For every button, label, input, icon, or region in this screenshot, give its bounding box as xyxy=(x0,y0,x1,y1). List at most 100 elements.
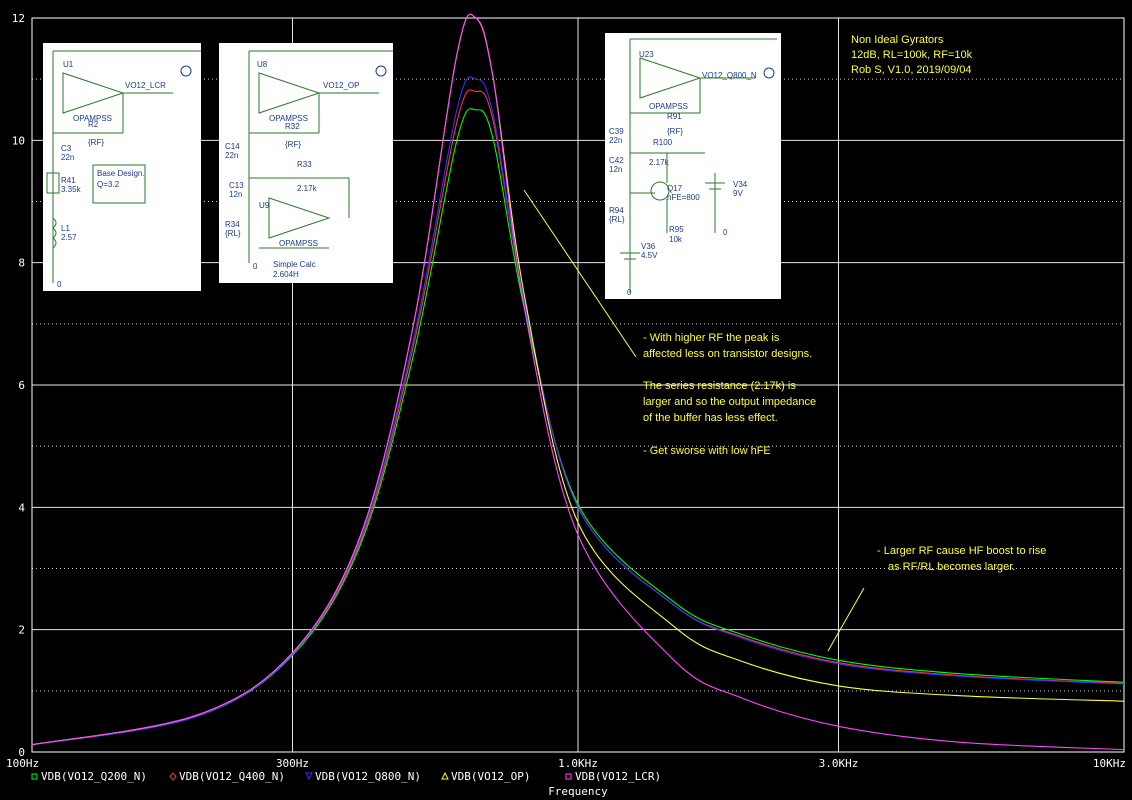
schem1-label-0: U1 xyxy=(63,60,74,69)
schem1-label-8: 3.35k xyxy=(61,185,82,194)
schem2-note-2: 2.604H xyxy=(273,270,299,279)
y-tick-label: 10 xyxy=(12,134,25,147)
chart-title: Non Ideal Gyrators xyxy=(851,34,944,46)
x-tick-label: 10KHz xyxy=(1093,757,1126,770)
schem1-label-4: {RF} xyxy=(88,138,104,147)
series-line-2 xyxy=(31,76,1125,746)
schem1-label-1: VO12_LCR xyxy=(125,81,166,90)
chart-subtitle: 12dB, RL=100k, RF=10k xyxy=(851,49,973,61)
schem1-label-2: OPAMPSS xyxy=(73,114,112,123)
axis-ticks: 0 2 4 6 8 10 12 100Hz 300Hz 1.0KHz 3.0KHz 10KHz xyxy=(6,12,1126,770)
y-tick-label: 2 xyxy=(18,624,25,637)
annotation-line-8: as RF/RL becomes larger. xyxy=(888,561,1015,573)
y-tick-label: 0 xyxy=(18,746,25,759)
schem3-label-4: {RF} xyxy=(667,127,683,136)
schem1-label-9: L1 xyxy=(61,224,70,233)
schem2-label-11: U9 xyxy=(259,201,270,210)
schem2-label-3: R32 xyxy=(285,122,300,131)
schem2-label-6: 22n xyxy=(225,151,238,160)
x-tick-label: 1.0KHz xyxy=(558,757,598,770)
legend-marker-2 xyxy=(305,772,313,781)
annotation-line-2: affected less on transistor designs. xyxy=(643,348,812,360)
schem2-label-2: OPAMPSS xyxy=(269,114,308,123)
schem3-label-17: R95 xyxy=(669,225,684,234)
schem2-label-5: C14 xyxy=(225,142,240,151)
schem3-label-6: 22n xyxy=(609,136,622,145)
schematic-panel xyxy=(219,43,393,283)
schem3-label-19: V36 xyxy=(641,242,656,251)
schem3-label-12: hFE=800 xyxy=(667,193,700,202)
x-tick-label: 3.0KHz xyxy=(819,757,859,770)
y-tick-label: 6 xyxy=(18,379,25,392)
schem1-label-3: R2 xyxy=(88,120,99,129)
series-line-0 xyxy=(31,108,1125,746)
x-tick-label: 100Hz xyxy=(6,757,39,770)
schem2-label-0: U8 xyxy=(257,60,268,69)
schem3-label-22: 0 xyxy=(723,228,728,237)
schem3-label-15: R94 xyxy=(609,206,624,215)
series-lines xyxy=(31,13,1125,751)
y-tick-label: 8 xyxy=(18,257,25,270)
schem3-label-7: R100 xyxy=(653,138,673,147)
schem3-label-16: {RL} xyxy=(609,215,625,224)
schem2-label-13: {RL} xyxy=(225,229,241,238)
schem2-label-14: OPAMPSS xyxy=(279,239,318,248)
schem3-label-13: V34 xyxy=(733,180,748,189)
schematic-inset-base-design: U1 VO12_LCR OPAMPSS R2 {RF} C3 22n R41 3… xyxy=(43,43,201,291)
schem3-label-5: C39 xyxy=(609,127,624,136)
legend-marker-0 xyxy=(31,773,38,780)
annotation-pointer-hf xyxy=(827,587,865,652)
schem2-label-4: {RF} xyxy=(285,140,301,149)
schem1-label-11: 0 xyxy=(57,280,62,289)
schem1-label-5: C3 xyxy=(61,144,72,153)
legend-label-1: VDB(VO12_Q400_N) xyxy=(179,770,285,783)
schem3-label-20: 4.5V xyxy=(641,251,658,260)
legend-marker-1 xyxy=(169,772,177,781)
schem2-note-1: Simple Calc xyxy=(273,260,316,269)
schem3-label-3: R91 xyxy=(667,112,682,121)
schem3-label-21: 0 xyxy=(627,288,632,297)
schem1-label-10: 2.57 xyxy=(61,233,77,242)
schem1-label-6: 22n xyxy=(61,153,74,162)
x-tick-label: 300Hz xyxy=(276,757,309,770)
schem3-label-8: C42 xyxy=(609,156,624,165)
annotation-pointer-peak xyxy=(523,189,637,358)
schem2-label-12: R34 xyxy=(225,220,240,229)
schem3-label-14: 9V xyxy=(733,189,743,198)
schem3-label-11: Q17 xyxy=(667,184,683,193)
legend-label-3: VDB(VO12_OP) xyxy=(451,770,530,783)
schem3-label-9: 2.17k xyxy=(649,158,670,167)
schem1-note-2: Q=3.2 xyxy=(97,180,120,189)
legend-label-4: VDB(VO12_LCR) xyxy=(575,770,661,783)
schem2-label-9: C13 xyxy=(229,181,244,190)
schem2-label-8: 2.17k xyxy=(297,184,318,193)
series-line-4 xyxy=(31,13,1125,751)
schem2-label-1: VO12_OP xyxy=(323,81,359,90)
schematic-inset-transistor: U23 VO12_Q800_N OPAMPSS R91 {RF} C39 22n… xyxy=(605,33,781,299)
annotation-line-5: of the buffer has less effect. xyxy=(643,412,778,424)
schem1-label-7: R41 xyxy=(61,176,76,185)
schem3-label-10: 12n xyxy=(609,165,622,174)
y-tick-label: 12 xyxy=(12,12,25,25)
annotation-line-1: - With higher RF the peak is xyxy=(643,332,780,344)
schem2-label-7: R33 xyxy=(297,160,312,169)
legend: VDB(VO12_Q200_N) VDB(VO12_Q400_N) VDB(VO12… xyxy=(31,770,661,783)
chart-author: Rob S, V1.0, 2019/09/04 xyxy=(851,64,971,76)
legend-label-2: VDB(VO12_Q800_N) xyxy=(315,770,421,783)
x-axis-title: Frequency xyxy=(548,785,608,798)
schem2-label-10: 12n xyxy=(229,190,242,199)
annotation-line-4: larger and so the output impedance xyxy=(643,396,816,408)
schem3-label-2: OPAMPSS xyxy=(649,102,688,111)
schem1-note-1: Base Design. xyxy=(97,169,145,178)
legend-marker-4 xyxy=(565,773,572,780)
legend-marker-3 xyxy=(441,771,449,780)
schematic-inset-simple-calc: U8 VO12_OP OPAMPSS R32 {RF} C14 22n R33 … xyxy=(219,43,393,283)
schem2-label-15: 0 xyxy=(253,262,258,271)
y-tick-label: 4 xyxy=(18,501,25,514)
annotation-line-3: The series resistance (2.17k) is xyxy=(643,380,796,392)
legend-label-0: VDB(VO12_Q200_N) xyxy=(41,770,147,783)
schem3-label-0: U23 xyxy=(639,50,654,59)
plot-frame xyxy=(31,17,1125,753)
annotation-line-7: - Larger RF cause HF boost to rise xyxy=(877,545,1046,557)
